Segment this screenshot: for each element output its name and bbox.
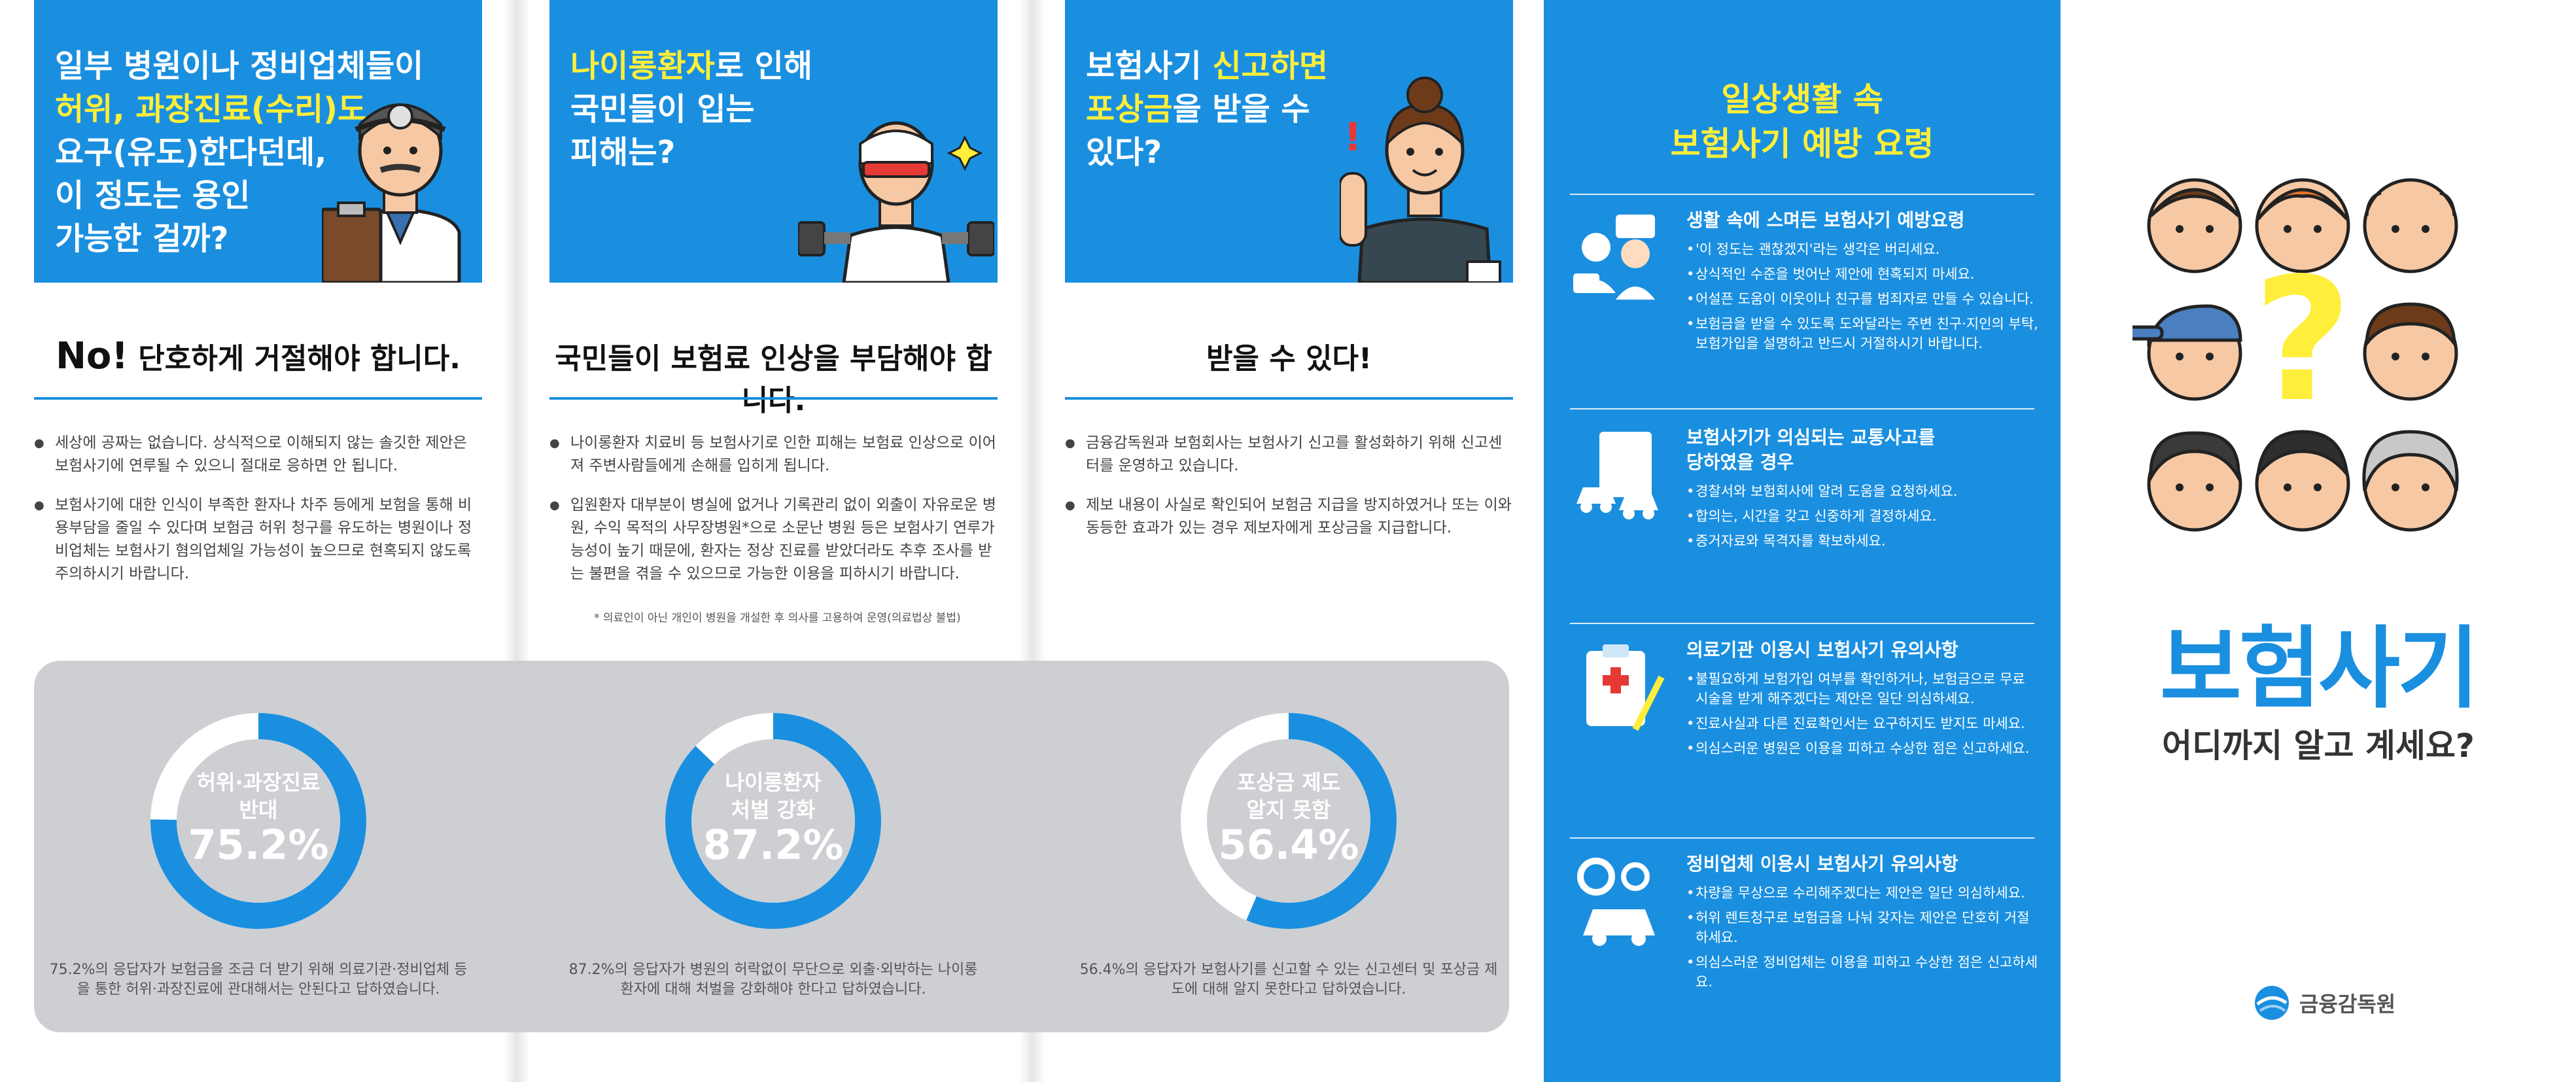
donut-percentage: 87.2% (703, 821, 844, 869)
footnote: * 의료인이 아닌 개인이 병원을 개설한 후 의사를 고용하여 운영(의료법상… (594, 612, 961, 625)
donut-label: 허위·과장진료 반대 (196, 770, 321, 822)
donut-chart (150, 713, 366, 929)
divider (1570, 194, 2034, 195)
donut-chart (1181, 713, 1397, 929)
panel-fake-treatment: 일부 병원이나 정비업체들이 허위, 과장진료(수리)도 요구(유도)한다던데,… (0, 0, 517, 1082)
list-item: 허위 렌트청구로 보험금을 나눠 갖자는 제안은 단호히 거절하세요. (1686, 908, 2040, 947)
people-talk-icon (1573, 215, 1655, 300)
cover-subtitle: 어디까지 알고 계세요? (2162, 727, 2475, 765)
fss-logo: 금융감독원 (2254, 985, 2395, 1021)
divider (1570, 623, 2034, 624)
doctor-illustration (322, 103, 461, 283)
section-subtitle: 국민들이 보험료 인상을 부담해야 합니다. (555, 342, 992, 417)
section-title: 생활 속에 스며든 보험사기 예방요령 (1686, 209, 1965, 231)
donut-label: 포상금 제도 알지 못함 (1236, 770, 1341, 822)
bandaged-patient-illustration (798, 121, 994, 283)
section-subtitle: 받을 수 있다! (1206, 342, 1372, 375)
bullet-list: 금융감독원과 보험회사는 보험사기 신고를 활성화하기 위해 신고센터를 운영하… (1065, 432, 1513, 556)
donut-arc (1181, 713, 1397, 929)
bullet-list: 세상에 공짜는 없습니다. 상식적으로 이해되지 않는 솔깃한 제안은 보험사기… (34, 432, 482, 602)
donut-label: 나이롱환자 처벌 강화 (725, 770, 822, 822)
tip-list: '이 정도는 괜찮겠지'라는 생각은 버리세요. 상식적인 수준을 벗어난 제안… (1686, 239, 2040, 358)
tip-list: 차량을 무상으로 수리해주겠다는 제안은 일단 의심하세요. 허위 렌트청구로 … (1686, 883, 2040, 997)
list-item: 차량을 무상으로 수리해주겠다는 제안은 일단 의심하세요. (1686, 883, 2040, 903)
hero-box: 나이롱환자로 인해 국민들이 입는 피해는? (549, 0, 998, 283)
divider (549, 397, 998, 400)
hero-box: 일부 병원이나 정비업체들이 허위, 과장진료(수리)도 요구(유도)한다던데,… (34, 0, 482, 283)
list-item: 제보 내용이 사실로 확인되어 보험금 지급을 방지하였거나 또는 이와 동등한… (1065, 494, 1513, 540)
list-item: 어설픈 도움이 이웃이나 친구를 범죄자로 만들 수 있습니다. (1686, 289, 2040, 309)
divider (1570, 837, 2034, 839)
divider (1570, 408, 2034, 410)
list-item: 나이롱환자 치료비 등 보험사기로 인한 피해는 보험료 인상으로 이어져 주변… (549, 432, 998, 478)
hero-box: 보험사기 신고하면 포상금을 받을 수 있다? ! (1065, 0, 1513, 283)
character-faces-illustration: ? (2132, 178, 2459, 532)
list-item: 입원환자 대부분이 병실에 없거나 기록관리 없이 외출이 자유로운 병원, 수… (549, 494, 998, 585)
tip-list: 경찰서와 보험회사에 알려 도움을 요청하세요. 합의는, 시간을 갖고 신중하… (1686, 481, 2040, 556)
panel-fake-patient: 나이롱환자로 인해 국민들이 입는 피해는? 국민들이 보험료 인상을 부담해야… (515, 0, 1032, 1082)
section-title: 의료기관 이용시 보험사기 유의사항 (1686, 639, 1958, 661)
donut-percentage: 56.4% (1218, 821, 1359, 869)
question-mark: ? (2254, 242, 2352, 440)
list-item: 금융감독원과 보험회사는 보험사기 신고를 활성화하기 위해 신고센터를 운영하… (1065, 432, 1513, 478)
bullet-list: 나이롱환자 치료비 등 보험사기로 인한 피해는 보험료 인상으로 이어져 주변… (549, 432, 998, 602)
divider (34, 397, 482, 400)
divider (1065, 397, 1513, 400)
list-item: 보험사기에 대한 인식이 부족한 환자나 차주 등에게 보험을 통해 비용부담을… (34, 494, 482, 585)
stat-caption: 56.4%의 응답자가 보험사기를 신고할 수 있는 신고센터 및 포상금 제도… (1079, 962, 1498, 998)
list-item: 불필요하게 보험가입 여부를 확인하거나, 보험금으로 무료 시술을 받게 해주… (1686, 669, 2040, 708)
section-subtitle: No! 단호하게 거절해야 합니다. (56, 335, 461, 377)
list-item: 세상에 공짜는 없습니다. 상식적으로 이해되지 않는 솔깃한 제안은 보험사기… (34, 432, 482, 478)
list-item: 경찰서와 보험회사에 알려 도움을 요청하세요. (1686, 481, 2040, 501)
tip-list: 불필요하게 보험가입 여부를 확인하거나, 보험금으로 무료 시술을 받게 해주… (1686, 669, 2040, 763)
panel-reward: 보험사기 신고하면 포상금을 받을 수 있다? ! 받을 수 있다! 금융감독원… (1031, 0, 1548, 1082)
car-repair-icon (1577, 858, 1655, 946)
fss-logo-icon (2255, 986, 2289, 1020)
donut-arc (665, 713, 881, 929)
list-item: '이 정도는 괜찮겠지'라는 생각은 버리세요. (1686, 239, 2040, 259)
hero-title: 일부 병원이나 정비업체들이 허위, 과장진료(수리)도 요구(유도)한다던데,… (55, 48, 424, 257)
hero-title: 보험사기 신고하면 포상금을 받을 수 있다? (1086, 48, 1328, 171)
list-item: 의심스러운 병원은 이용을 피하고 수상한 점은 신고하세요. (1686, 739, 2040, 758)
logo-text: 금융감독원 (2299, 992, 2396, 1017)
stat-caption: 75.2%의 응답자가 보험금을 조금 더 받기 위해 의료기관·정비업체 등을… (49, 962, 468, 998)
list-item: 합의는, 시간을 갖고 신중하게 결정하세요. (1686, 506, 2040, 526)
svg-text:!: ! (1344, 114, 1361, 160)
list-item: 상식적인 수준을 벗어난 제안에 현혹되지 마세요. (1686, 264, 2040, 284)
medical-record-icon (1586, 644, 1665, 731)
list-item: 증거자료와 목격자를 확보하세요. (1686, 531, 2040, 551)
hero-title: 나이롱환자로 인해 국민들이 입는 피해는? (570, 48, 813, 171)
section-title: 보험사기가 의심되는 교통사고를 당하였을 경우 (1686, 427, 1936, 473)
cover-title: 보험사기 (2159, 618, 2479, 721)
woman-pointing-illustration: ! (1340, 77, 1501, 283)
section-title: 정비업체 이용시 보험사기 유의사항 (1686, 853, 1958, 875)
list-item: 의심스러운 정비업체는 이용을 피하고 수상한 점은 신고하세요. (1686, 952, 2040, 992)
donut-arc (150, 713, 366, 929)
donut-percentage: 75.2% (188, 821, 329, 869)
list-item: 진료사실과 다른 진료확인서는 요구하지도 받지도 마세요. (1686, 714, 2040, 733)
list-item: 보험금을 받을 수 있도록 도와달라는 주변 친구·지인의 부탁, 보험가입을 … (1686, 314, 2040, 353)
stat-caption: 87.2%의 응답자가 병원의 허락없이 무단으로 외출·외박하는 나이롱환자에… (568, 962, 978, 998)
donut-chart (665, 713, 881, 929)
prevention-panel: 일상생활 속 보험사기 예방 요령 생활 속에 스며든 보험사기 예방요령 '이… (1544, 0, 2061, 1082)
prevention-title: 일상생활 속 보험사기 예방 요령 (1670, 80, 1934, 163)
car-accident-icon (1576, 432, 1658, 519)
